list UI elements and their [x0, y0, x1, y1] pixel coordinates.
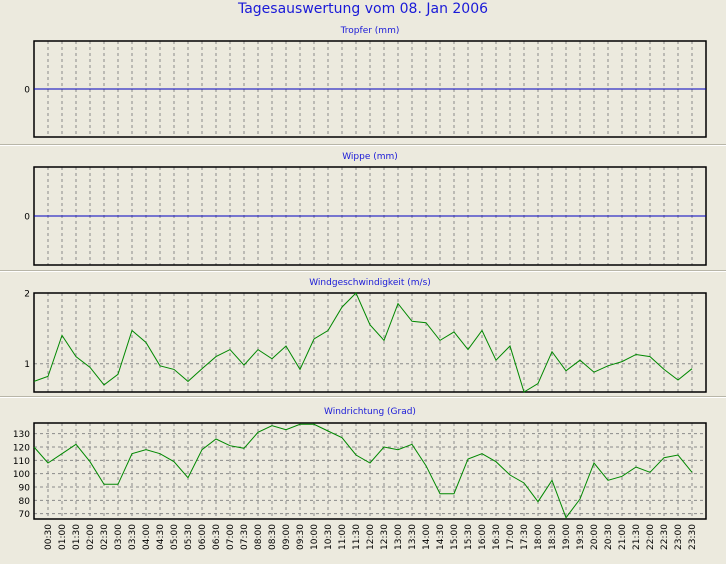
- chart-panel-1: 0 Tropfer (mm): [24, 26, 707, 138]
- x-tick-label: 11:30: [352, 524, 362, 550]
- series-line: [33, 292, 693, 393]
- x-tick-label: 15:00: [450, 524, 460, 550]
- x-tick-label: 08:00: [254, 524, 264, 550]
- x-tick-label: 08:30: [268, 524, 278, 550]
- y-tick-label: 130: [13, 430, 30, 440]
- x-tick-label: 17:00: [506, 524, 516, 550]
- x-tick-label: 18:30: [548, 524, 558, 550]
- x-tick-label: 10:00: [310, 524, 320, 550]
- x-tick-label: 22:30: [660, 524, 670, 550]
- y-tick-label: 80: [19, 497, 31, 507]
- x-tick-label: 21:00: [618, 524, 628, 550]
- x-tick-label: 13:00: [394, 524, 404, 550]
- x-tick-label: 20:00: [590, 524, 600, 550]
- panel-separator: [0, 144, 726, 146]
- x-tick-label: 16:00: [478, 524, 488, 550]
- x-tick-label: 05:00: [170, 524, 180, 550]
- x-tick-label: 10:30: [324, 524, 334, 550]
- x-tick-label: 01:00: [58, 524, 68, 550]
- x-tick-label: 23:00: [674, 524, 684, 550]
- chart-panel-2: 0 Wippe (mm): [24, 152, 707, 266]
- x-tick-label: 17:30: [520, 524, 530, 550]
- plot-frame: [33, 292, 707, 393]
- x-tick-label: 19:00: [562, 524, 572, 550]
- y-tick-label: 0: [24, 213, 30, 223]
- y-tick-label: 120: [13, 444, 30, 454]
- x-tick-label: 22:00: [646, 524, 656, 550]
- x-tick-label: 16:30: [492, 524, 502, 550]
- x-tick-label: 05:30: [184, 524, 194, 550]
- x-tick-label: 07:30: [240, 524, 250, 550]
- chart-panel-3: 1 2 Windgeschwindigkeit (m/s): [24, 278, 707, 393]
- y-tick-label: 1: [24, 360, 30, 370]
- chart-panel-4: 70 80 90 100 110 120 130 Windrichtung (Grad) 00:…: [13, 407, 707, 550]
- panel-separator: [0, 270, 726, 272]
- x-tick-label: 04:30: [156, 524, 166, 550]
- y-tick-label: 90: [19, 484, 31, 494]
- panel-title: Wippe (mm): [342, 152, 398, 162]
- x-tick-label: 04:00: [142, 524, 152, 550]
- x-tick-label: 13:30: [408, 524, 418, 550]
- page-title: Tagesauswertung vom 08. Jan 2006: [237, 1, 489, 17]
- y-tick-label: 110: [13, 457, 30, 467]
- x-tick-label: 00:30: [44, 524, 54, 550]
- x-tick-label: 02:00: [86, 524, 96, 550]
- y-tick-label: 100: [13, 470, 30, 480]
- x-tick-label: 11:00: [338, 524, 348, 550]
- y-tick-label: 2: [24, 290, 30, 300]
- x-tick-label: 06:00: [198, 524, 208, 550]
- plot-frame: [33, 422, 707, 520]
- y-tick-label: 70: [19, 510, 31, 520]
- x-tick-label: 12:00: [366, 524, 376, 550]
- panel-title: Tropfer (mm): [340, 26, 400, 36]
- x-tick-label: 12:30: [380, 524, 390, 550]
- x-tick-label: 03:00: [114, 524, 124, 550]
- panel-title: Windrichtung (Grad): [324, 407, 416, 417]
- x-tick-label: 01:30: [72, 524, 82, 550]
- x-tick-label: 20:30: [604, 524, 614, 550]
- x-tick-label: 15:30: [464, 524, 474, 550]
- x-tick-label: 19:30: [576, 524, 586, 550]
- panel-separator: [0, 396, 726, 398]
- panel-title: Windgeschwindigkeit (m/s): [309, 278, 431, 288]
- x-tick-label: 09:00: [282, 524, 292, 550]
- x-tick-label: 23:30: [688, 524, 698, 550]
- x-tick-label: 14:30: [436, 524, 446, 550]
- x-tick-label: 06:30: [212, 524, 222, 550]
- x-tick-label: 21:30: [632, 524, 642, 550]
- series-line: [33, 423, 693, 519]
- x-tick-label: 02:30: [100, 524, 110, 550]
- x-tick-label: 09:30: [296, 524, 306, 550]
- x-tick-label: 14:00: [422, 524, 432, 550]
- y-tick-label: 0: [24, 86, 30, 96]
- x-tick-label: 03:30: [128, 524, 138, 550]
- x-tick-label: 18:00: [534, 524, 544, 550]
- x-tick-label: 07:00: [226, 524, 236, 550]
